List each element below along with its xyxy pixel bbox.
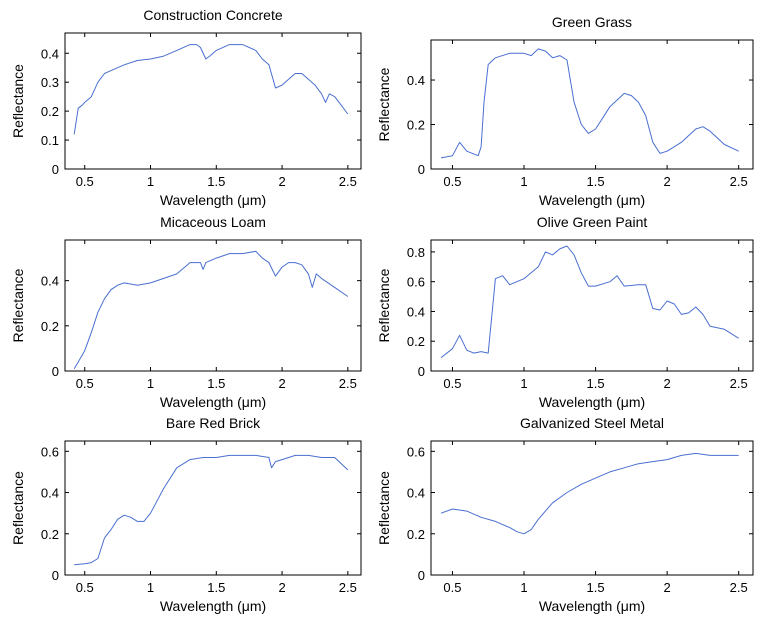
y-axis-label: Reflectance [10, 268, 26, 342]
series-line [440, 48, 739, 159]
x-axis-label: Wavelength (μm) [160, 598, 266, 614]
x-tick-label: 0.5 [443, 580, 461, 595]
chart-title: Galvanized Steel Metal [520, 415, 664, 431]
x-tick-label: 1 [147, 376, 154, 391]
y-tick-label: 0 [52, 162, 59, 177]
y-axis-label: Reflectance [10, 64, 26, 138]
chart-panel-4: 0.5 1 1.5 2 2.5 0 0.2 0.4 0.6 0.8 Olive Green Pain… [376, 214, 754, 410]
series-line [73, 250, 349, 369]
axes-box [430, 239, 754, 372]
chart-title: Micaceous Loam [160, 214, 266, 230]
x-tick-label: 1.5 [207, 376, 225, 391]
x-tick-label: 1.5 [587, 174, 605, 189]
x-tick-label: 2.5 [339, 580, 357, 595]
x-tick-label: 1.5 [587, 376, 605, 391]
x-tick-label: 0.5 [443, 376, 461, 391]
x-tick-label: 0.5 [76, 174, 94, 189]
x-tick-label: 1.5 [207, 174, 225, 189]
series-line [73, 44, 349, 135]
series-line [74, 454, 349, 566]
x-tick-label: 2.5 [339, 174, 357, 189]
x-tick-label: 2 [278, 376, 285, 391]
y-tick-label: 0 [52, 568, 59, 583]
y-tick-label: 0.2 [407, 334, 425, 349]
axes-box [64, 32, 362, 170]
x-tick-label: 1.5 [207, 580, 225, 595]
y-tick-label: 0.4 [41, 46, 59, 61]
x-tick-label: 2.5 [730, 580, 748, 595]
y-tick-label: 0.4 [407, 73, 425, 88]
axes-box [64, 440, 362, 576]
y-tick-label: 0.4 [41, 486, 59, 501]
x-tick-label: 0.5 [443, 174, 461, 189]
y-axis-label: Reflectance [376, 268, 392, 342]
y-tick-label: 0 [418, 162, 425, 177]
axes-box [64, 239, 362, 372]
y-tick-label: 0.2 [41, 104, 59, 119]
x-axis-label: Wavelength (μm) [539, 394, 645, 410]
chart-panel-3: 0.5 1 1.5 2 2.5 0 0.2 0.4 Micaceous Loam Waveleng… [10, 214, 362, 410]
y-tick-label: 0.4 [41, 274, 59, 289]
x-tick-label: 2 [278, 174, 285, 189]
y-tick-label: 0.6 [407, 275, 425, 290]
chart-panel-5: 0.5 1 1.5 2 2.5 0 0.2 0.4 0.6 Bare Red Brick Wavel… [10, 415, 362, 614]
chart-panel-6: 0.5 1 1.5 2 2.5 0 0.2 0.4 0.6 Galvanized Steel Me… [376, 415, 754, 614]
x-tick-label: 0.5 [76, 376, 94, 391]
y-tick-label: 0 [52, 364, 59, 379]
x-tick-label: 2 [664, 580, 671, 595]
y-tick-label: 0.6 [407, 444, 425, 459]
y-tick-label: 0.4 [407, 304, 425, 319]
y-tick-label: 0.3 [41, 75, 59, 90]
y-tick-label: 0.4 [407, 486, 425, 501]
x-tick-label: 1 [520, 580, 527, 595]
y-tick-label: 0.2 [407, 118, 425, 133]
chart-title: Construction Concrete [143, 7, 283, 23]
y-tick-label: 0.2 [407, 527, 425, 542]
x-tick-label: 2 [664, 376, 671, 391]
y-tick-label: 0 [418, 568, 425, 583]
chart-panel-2: 0.5 1 1.5 2 2.5 0 0.2 0.4 Green Grass Wavelength … [376, 14, 754, 208]
x-tick-label: 2.5 [339, 376, 357, 391]
axes-box [430, 39, 754, 170]
chart-panel-1: 0.5 1 1.5 2 2.5 0 0.1 0.2 0.3 0.4 Construction Con… [10, 7, 362, 208]
axes-box [430, 440, 754, 576]
series-line [440, 452, 739, 535]
x-axis-label: Wavelength (μm) [539, 598, 645, 614]
y-axis-label: Reflectance [376, 67, 392, 141]
x-tick-label: 1 [147, 580, 154, 595]
y-tick-label: 0.2 [41, 319, 59, 334]
y-tick-label: 0 [418, 364, 425, 379]
series-line [440, 245, 739, 358]
y-tick-label: 0.1 [41, 133, 59, 148]
y-axis-label: Reflectance [376, 471, 392, 545]
x-tick-label: 1 [520, 174, 527, 189]
y-tick-label: 0.6 [41, 444, 59, 459]
chart-title: Green Grass [552, 14, 632, 30]
x-tick-label: 2 [278, 580, 285, 595]
y-axis-label: Reflectance [10, 471, 26, 545]
x-axis-label: Wavelength (μm) [160, 394, 266, 410]
x-tick-label: 2 [664, 174, 671, 189]
x-axis-label: Wavelength (μm) [160, 192, 266, 208]
x-tick-label: 1.5 [587, 580, 605, 595]
x-tick-label: 1 [147, 174, 154, 189]
x-tick-label: 2.5 [730, 376, 748, 391]
chart-title: Bare Red Brick [166, 415, 261, 431]
x-tick-label: 1 [520, 376, 527, 391]
x-axis-label: Wavelength (μm) [539, 192, 645, 208]
y-tick-label: 0.8 [407, 245, 425, 260]
chart-title: Olive Green Paint [537, 214, 648, 230]
x-tick-label: 2.5 [730, 174, 748, 189]
x-tick-label: 0.5 [76, 580, 94, 595]
y-tick-label: 0.2 [41, 527, 59, 542]
